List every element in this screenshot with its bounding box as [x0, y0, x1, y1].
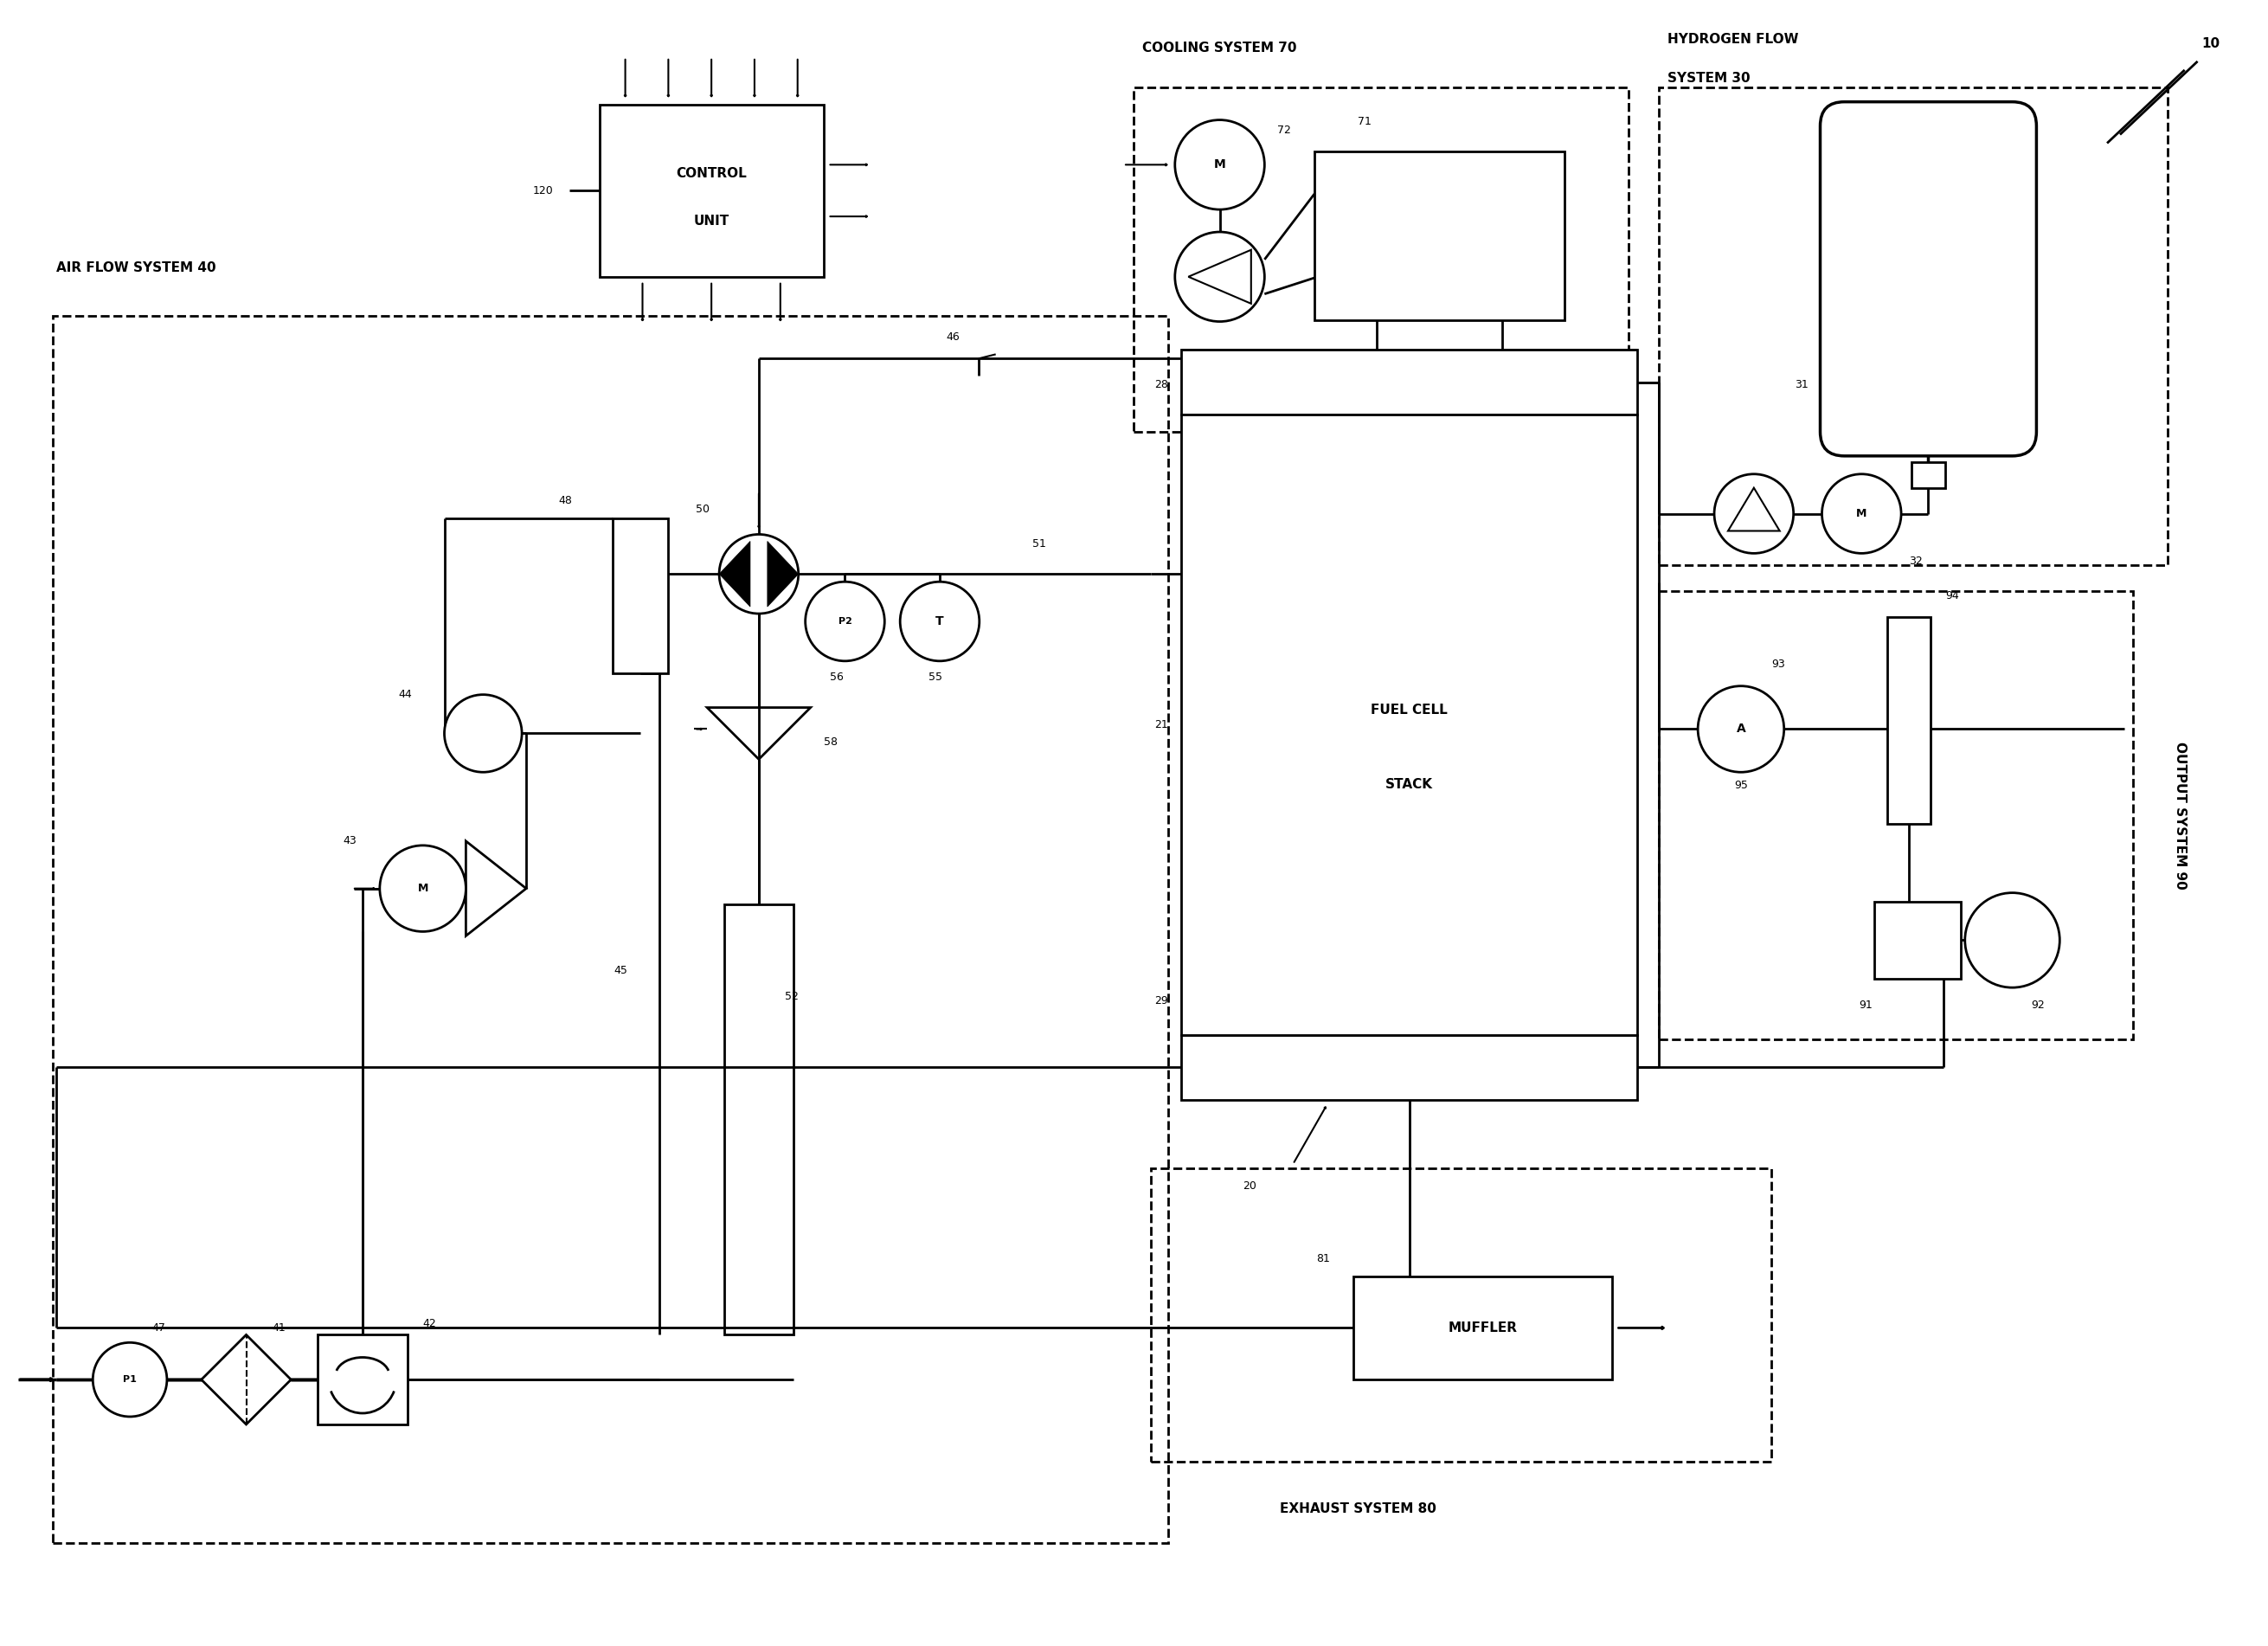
Polygon shape — [1315, 151, 1565, 319]
Text: 91: 91 — [1860, 999, 1873, 1011]
Polygon shape — [1912, 463, 1946, 487]
Text: 120: 120 — [533, 184, 553, 196]
Text: T: T — [937, 616, 943, 627]
Polygon shape — [1182, 415, 1637, 1035]
Text: 41: 41 — [272, 1322, 286, 1333]
Circle shape — [805, 581, 885, 662]
Polygon shape — [767, 542, 798, 607]
Text: 10: 10 — [2202, 38, 2220, 51]
Text: 55: 55 — [928, 672, 941, 683]
Text: 93: 93 — [1771, 658, 1785, 670]
Polygon shape — [612, 518, 669, 673]
Text: M: M — [1213, 158, 1225, 171]
Text: P2: P2 — [839, 617, 853, 625]
Text: 21: 21 — [1154, 719, 1168, 731]
Circle shape — [93, 1343, 168, 1417]
Polygon shape — [719, 542, 751, 607]
Polygon shape — [599, 104, 823, 277]
Text: 94: 94 — [1946, 589, 1960, 601]
Text: FUEL CELL: FUEL CELL — [1370, 703, 1447, 716]
Text: 52: 52 — [785, 991, 798, 1002]
Polygon shape — [318, 1335, 408, 1424]
Text: 29: 29 — [1154, 994, 1168, 1006]
Text: SYSTEM 30: SYSTEM 30 — [1667, 72, 1751, 86]
Text: 42: 42 — [422, 1318, 435, 1330]
Text: CONTROL: CONTROL — [676, 166, 746, 179]
Text: 45: 45 — [615, 965, 628, 976]
Text: 92: 92 — [2032, 999, 2046, 1011]
Text: 20: 20 — [1243, 1180, 1256, 1192]
Text: 32: 32 — [1910, 555, 1923, 566]
Polygon shape — [1182, 1035, 1637, 1100]
Text: 81: 81 — [1315, 1253, 1329, 1264]
Text: M: M — [417, 882, 429, 894]
Text: 44: 44 — [399, 690, 413, 700]
Circle shape — [1175, 120, 1266, 209]
Text: M: M — [1855, 509, 1867, 518]
Text: MUFFLER: MUFFLER — [1447, 1322, 1517, 1335]
Text: 95: 95 — [1735, 780, 1749, 790]
Text: 48: 48 — [558, 495, 572, 507]
FancyBboxPatch shape — [1821, 102, 2037, 456]
Text: P1: P1 — [122, 1376, 136, 1384]
Polygon shape — [1873, 902, 1960, 979]
Circle shape — [1699, 686, 1785, 772]
Text: EXHAUST SYSTEM 80: EXHAUST SYSTEM 80 — [1279, 1503, 1436, 1516]
Text: 50: 50 — [696, 504, 710, 515]
Text: 58: 58 — [823, 736, 837, 747]
Text: 46: 46 — [946, 331, 959, 342]
Text: A: A — [1737, 723, 1746, 736]
Circle shape — [445, 695, 522, 772]
Text: 43: 43 — [342, 836, 356, 846]
Text: 31: 31 — [1794, 379, 1808, 390]
Polygon shape — [202, 1335, 290, 1424]
Text: UNIT: UNIT — [694, 214, 730, 227]
Circle shape — [1175, 232, 1266, 321]
Circle shape — [1821, 474, 1901, 553]
Polygon shape — [1887, 617, 1930, 825]
Text: AIR FLOW SYSTEM 40: AIR FLOW SYSTEM 40 — [57, 262, 215, 275]
Text: 28: 28 — [1154, 379, 1168, 390]
Circle shape — [379, 846, 465, 932]
Text: 71: 71 — [1359, 115, 1372, 127]
Circle shape — [719, 535, 798, 614]
Text: 51: 51 — [1032, 538, 1046, 550]
Circle shape — [1964, 892, 2059, 988]
Circle shape — [900, 581, 980, 662]
Text: 56: 56 — [830, 672, 844, 683]
Text: OUTPUT SYSTEM 90: OUTPUT SYSTEM 90 — [2173, 741, 2186, 889]
Text: STACK: STACK — [1386, 779, 1433, 792]
Polygon shape — [723, 904, 794, 1335]
Text: HYDROGEN FLOW: HYDROGEN FLOW — [1667, 33, 1799, 46]
Text: 47: 47 — [152, 1322, 166, 1333]
Circle shape — [1715, 474, 1794, 553]
Text: COOLING SYSTEM 70: COOLING SYSTEM 70 — [1143, 41, 1297, 54]
Polygon shape — [1354, 1276, 1613, 1379]
Text: 72: 72 — [1277, 125, 1290, 137]
Polygon shape — [1182, 351, 1637, 415]
